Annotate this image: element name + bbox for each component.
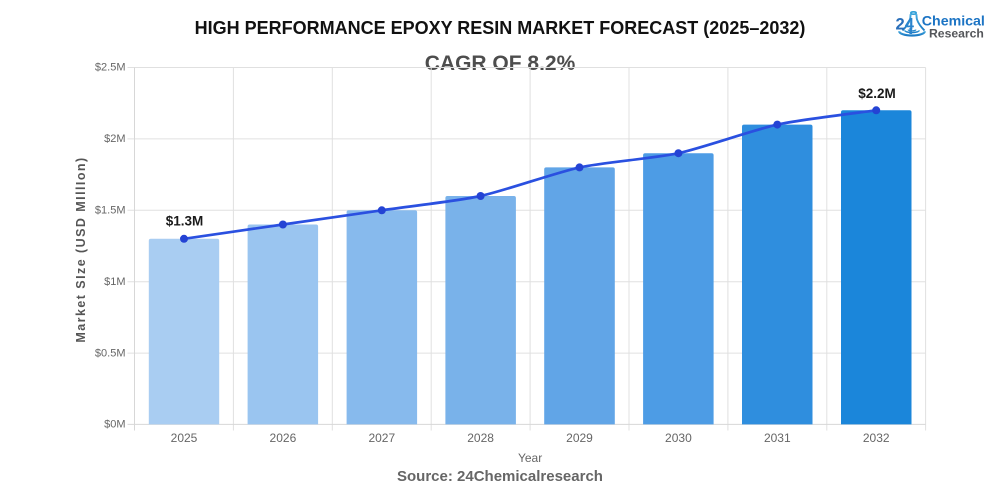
- svg-text:2029: 2029: [566, 431, 593, 445]
- svg-text:$1.3M: $1.3M: [166, 214, 204, 229]
- svg-text:$2M: $2M: [104, 133, 125, 145]
- svg-text:$2.5M: $2.5M: [95, 62, 126, 74]
- svg-text:2027: 2027: [368, 431, 395, 445]
- svg-text:2030: 2030: [665, 431, 692, 445]
- svg-text:$1M: $1M: [104, 276, 125, 288]
- svg-text:2031: 2031: [764, 431, 791, 445]
- svg-text:2025: 2025: [171, 431, 198, 445]
- svg-text:$2.2M: $2.2M: [858, 86, 896, 101]
- svg-text:2026: 2026: [270, 431, 297, 445]
- svg-text:Year: Year: [518, 451, 542, 465]
- svg-text:Chemical: Chemical: [922, 14, 985, 30]
- svg-text:Research: Research: [929, 27, 984, 41]
- svg-text:2032: 2032: [863, 431, 890, 445]
- svg-text:Market SIze (USD MIllIon): Market SIze (USD MIllIon): [74, 156, 88, 342]
- svg-text:$0.5M: $0.5M: [95, 347, 126, 359]
- svg-text:$0M: $0M: [104, 419, 125, 431]
- svg-text:2028: 2028: [467, 431, 494, 445]
- svg-text:$1.5M: $1.5M: [95, 205, 126, 217]
